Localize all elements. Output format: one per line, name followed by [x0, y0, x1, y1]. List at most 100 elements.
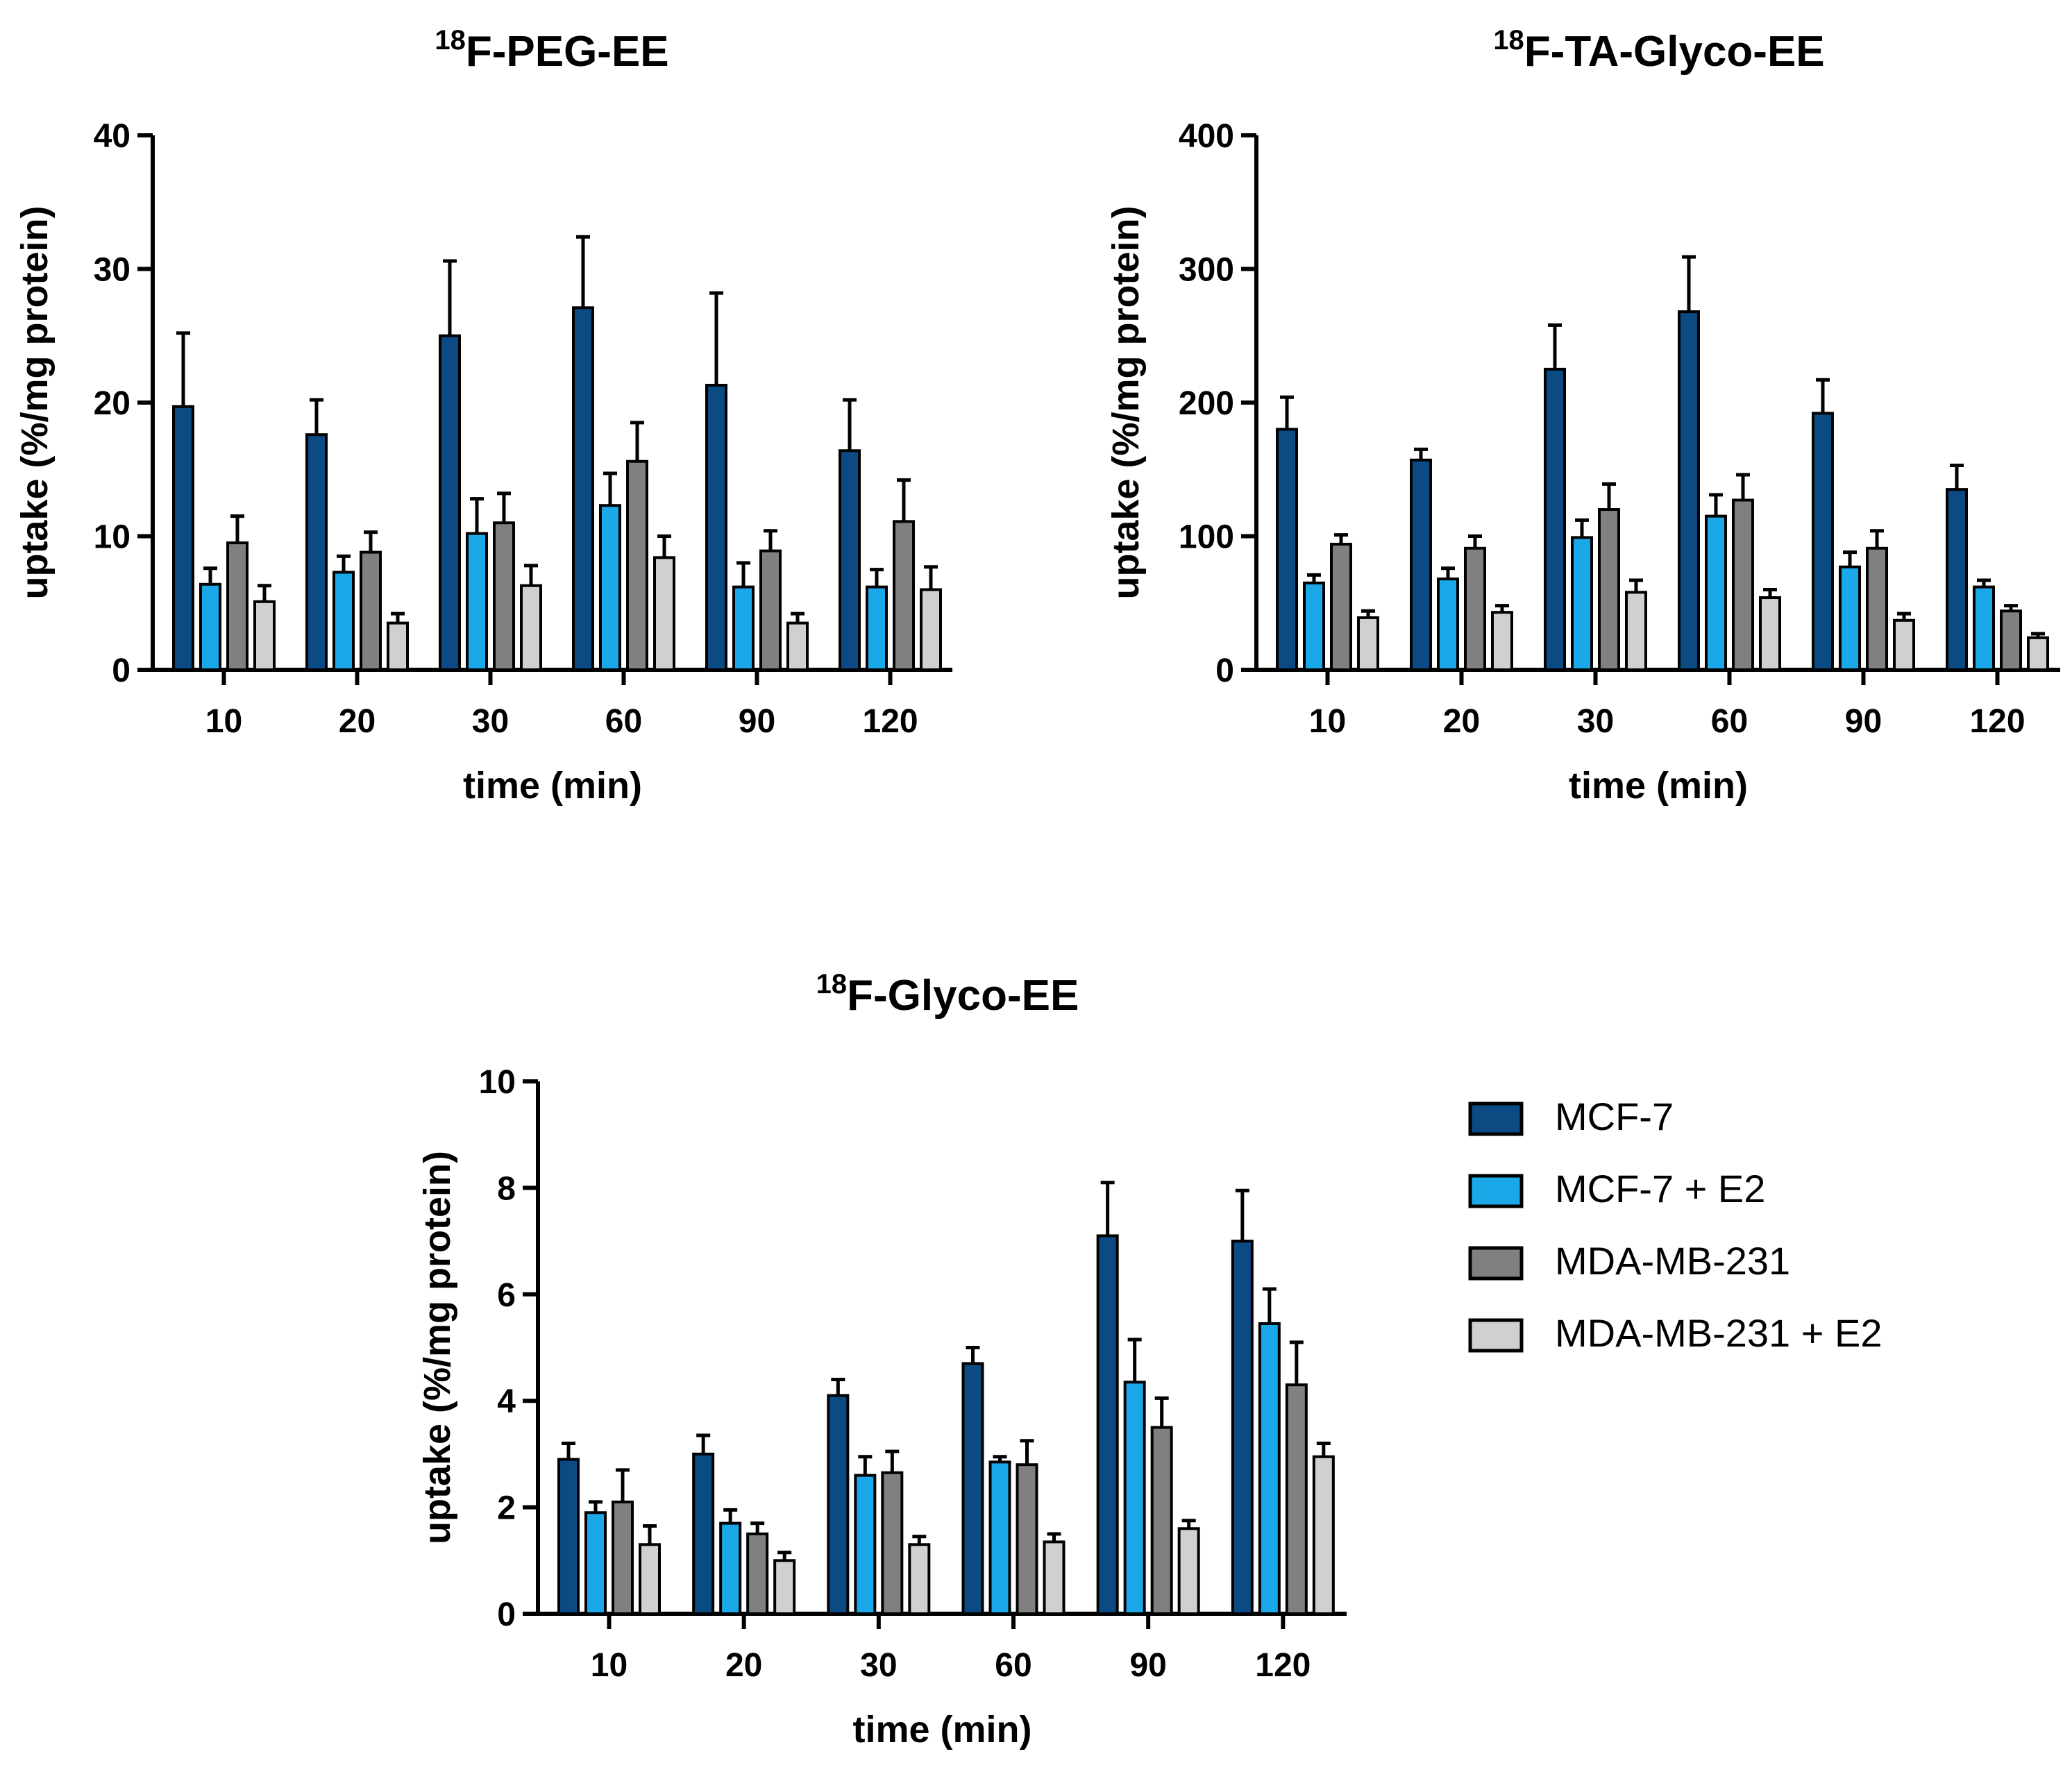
legend-swatch — [1468, 1246, 1524, 1281]
bar — [854, 1474, 877, 1616]
chart-title: 18F-PEG-EE — [435, 25, 668, 76]
x-tick-label: 30 — [860, 1647, 897, 1684]
bar — [1303, 581, 1325, 671]
bar — [387, 621, 409, 671]
bar — [2000, 609, 2022, 671]
bar — [466, 532, 488, 672]
chart-title-text: F-Glyco-EE — [847, 972, 1079, 1020]
y-tick-label: 100 — [1179, 519, 1234, 556]
bar — [961, 1362, 984, 1615]
bar — [172, 405, 194, 672]
x-tick-label: 20 — [339, 703, 376, 740]
x-tick-label: 120 — [862, 703, 918, 740]
x-tick-label: 60 — [1711, 703, 1748, 740]
bar — [572, 306, 594, 671]
bar — [1231, 1240, 1254, 1615]
bar — [1016, 1463, 1038, 1615]
legend-label: MCF-7 — [1555, 1095, 1674, 1138]
bar — [1357, 616, 1379, 671]
x-tick-label: 10 — [591, 1647, 628, 1684]
bar — [1330, 543, 1352, 671]
bar — [1571, 536, 1593, 671]
chart-title-superscript: 18 — [1493, 25, 1524, 56]
bar — [626, 459, 648, 671]
legend-swatch — [1468, 1102, 1524, 1136]
chart-title-text: F-PEG-EE — [466, 28, 669, 76]
bar — [1285, 1383, 1308, 1615]
x-tick-label: 120 — [1255, 1647, 1311, 1684]
bar — [360, 550, 382, 671]
bar — [1437, 577, 1459, 671]
bar — [253, 600, 276, 672]
x-tick-label: 30 — [1577, 703, 1614, 740]
x-tick-label: 120 — [1969, 703, 2025, 740]
legend-label: MDA-MB-231 + E2 — [1555, 1311, 1883, 1355]
bar — [839, 449, 861, 671]
y-tick-label: 30 — [94, 252, 130, 289]
bar — [1625, 591, 1647, 671]
bar — [692, 1452, 715, 1615]
bar — [1258, 1322, 1281, 1615]
bar — [1893, 618, 1915, 672]
y-tick-label: 0 — [1215, 652, 1234, 689]
bar — [746, 1532, 769, 1615]
y-tick-label: 40 — [94, 118, 130, 155]
bar — [439, 334, 461, 671]
bar — [599, 504, 621, 671]
bar — [584, 1511, 607, 1616]
chart-3: 18F-Glyco-EE uptake (%/mg protein) time (m… — [416, 969, 1347, 1750]
bar — [1705, 514, 1727, 671]
bar — [732, 585, 755, 672]
bar — [1096, 1234, 1119, 1616]
chart-title: 18F-Glyco-EE — [816, 969, 1079, 1020]
bar — [493, 521, 515, 671]
bar — [1812, 412, 1834, 672]
bar — [1123, 1381, 1146, 1615]
bar — [1946, 488, 1968, 671]
bar — [305, 433, 328, 671]
legend: MCF-7 MCF-7 + E2 MDA-MB-231 MDA-MB-231 + E2 — [1468, 1095, 1883, 1355]
bar — [1410, 458, 1432, 672]
bar — [653, 556, 675, 671]
bar — [2027, 636, 2049, 671]
bar — [881, 1471, 904, 1616]
bar — [827, 1394, 850, 1616]
y-tick-label: 8 — [497, 1170, 516, 1207]
y-axis-label: uptake (%/mg protein) — [1105, 205, 1147, 599]
bar — [557, 1458, 580, 1616]
bar — [612, 1500, 634, 1615]
x-tick-label: 90 — [1129, 1647, 1166, 1684]
y-tick-label: 0 — [112, 652, 130, 689]
bar — [1678, 310, 1700, 672]
bar — [1150, 1426, 1173, 1616]
y-tick-label: 2 — [497, 1490, 516, 1527]
bar — [866, 585, 888, 672]
bar — [1312, 1455, 1335, 1616]
bar — [1598, 508, 1620, 671]
x-tick-label: 90 — [1845, 703, 1882, 740]
y-tick-label: 20 — [94, 385, 130, 422]
bar — [1973, 585, 1995, 672]
bar — [1544, 367, 1566, 671]
bar — [1866, 546, 1888, 672]
y-tick-label: 400 — [1179, 118, 1234, 155]
chart-title-superscript: 18 — [816, 969, 848, 999]
bar — [705, 383, 727, 671]
chart-title-text: F-TA-Glyco-EE — [1524, 28, 1825, 76]
bar — [1491, 611, 1513, 671]
legend-label: MDA-MB-231 — [1555, 1239, 1790, 1283]
x-tick-label: 30 — [472, 703, 509, 740]
y-axis-label: uptake (%/mg protein) — [14, 205, 56, 599]
x-tick-label: 60 — [995, 1647, 1031, 1684]
chart-title: 18F-TA-Glyco-EE — [1493, 25, 1824, 76]
bar — [908, 1543, 931, 1616]
bar — [1759, 596, 1781, 671]
bar — [773, 1559, 796, 1616]
y-tick-label: 4 — [497, 1383, 516, 1420]
y-tick-label: 300 — [1179, 252, 1234, 289]
bar — [226, 541, 249, 671]
x-tick-label: 20 — [1443, 703, 1480, 740]
bar — [893, 520, 915, 672]
bar — [1276, 428, 1298, 671]
y-tick-label: 10 — [479, 1064, 516, 1101]
